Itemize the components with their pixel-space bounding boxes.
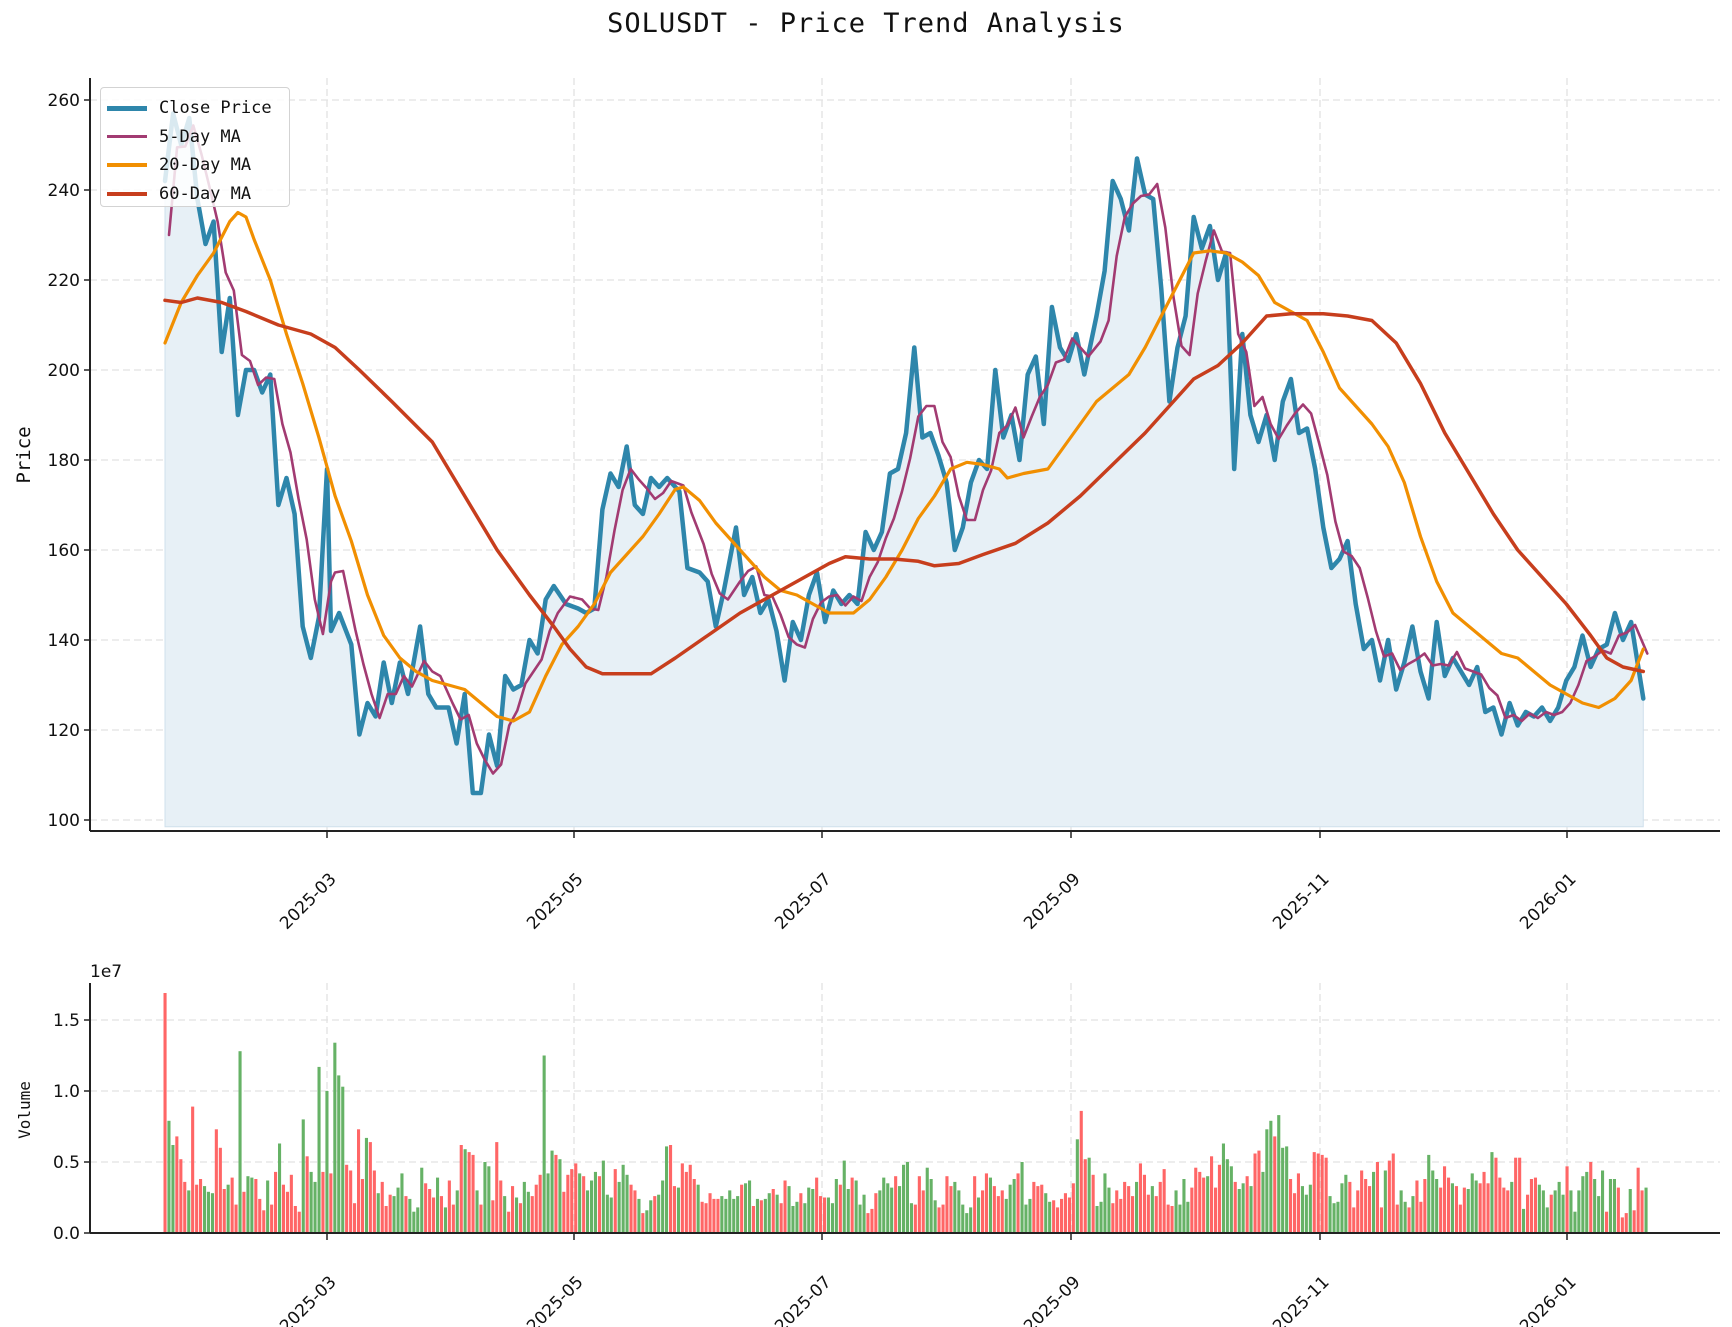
xtick-label: 2025-05 bbox=[523, 1272, 587, 1327]
legend-item-close: Close Price bbox=[107, 94, 289, 123]
volume-ytick-label: 1.0 bbox=[53, 1082, 80, 1102]
xtick-label: 2026-01 bbox=[1516, 869, 1580, 933]
legend-label: 5-Day MA bbox=[159, 126, 241, 147]
legend-item-ma20: 20-Day MA bbox=[107, 151, 289, 180]
legend-label: 20-Day MA bbox=[159, 155, 252, 176]
chart-title: SOLUSDT - Price Trend Analysis bbox=[607, 8, 1125, 39]
volume-ytick-label: 0.0 bbox=[53, 1224, 80, 1244]
xtick-label: 2025-07 bbox=[771, 869, 835, 933]
ma60-line-swatch-icon bbox=[107, 191, 147, 196]
price-ytick-label: 140 bbox=[48, 631, 80, 651]
price-ytick-label: 160 bbox=[48, 541, 80, 561]
xtick-label: 2025-09 bbox=[1020, 1272, 1084, 1327]
price-ytick-label: 180 bbox=[48, 451, 80, 471]
ma5-line-swatch-icon bbox=[107, 135, 147, 139]
legend: Close Price 5-Day MA 20-Day MA 60-Day MA bbox=[100, 87, 290, 207]
xtick-label: 2025-11 bbox=[1269, 869, 1333, 933]
xtick-label: 2025-11 bbox=[1269, 1272, 1333, 1327]
price-ytick-label: 220 bbox=[48, 271, 80, 291]
price-ytick-label: 200 bbox=[48, 361, 80, 381]
price-ytick-label: 240 bbox=[48, 181, 80, 201]
price-ytick-label: 260 bbox=[48, 91, 80, 111]
legend-item-ma60: 60-Day MA bbox=[107, 180, 289, 209]
xtick-label: 2025-07 bbox=[771, 1272, 835, 1327]
price-ytick-label: 120 bbox=[48, 721, 80, 741]
volume-axis-label: Volume bbox=[15, 1081, 34, 1139]
legend-label: Close Price bbox=[159, 98, 272, 119]
xtick-label: 2025-05 bbox=[523, 869, 587, 933]
volume-ytick-label: 0.5 bbox=[53, 1153, 80, 1173]
legend-item-ma5: 5-Day MA bbox=[107, 123, 289, 152]
volume-offset-label: 1e7 bbox=[90, 962, 122, 982]
ma20-line-swatch-icon bbox=[107, 163, 147, 168]
xtick-label: 2025-09 bbox=[1020, 869, 1084, 933]
xtick-label: 2026-01 bbox=[1516, 1272, 1580, 1327]
xtick-label: 2025-03 bbox=[276, 869, 340, 933]
xtick-label: 2025-03 bbox=[276, 1272, 340, 1327]
price-axis-label: Price bbox=[13, 426, 35, 483]
legend-label: 60-Day MA bbox=[159, 183, 252, 204]
close-price-line-swatch-icon bbox=[107, 105, 147, 111]
price-ytick-label: 100 bbox=[48, 811, 80, 831]
volume-ytick-label: 1.5 bbox=[53, 1011, 80, 1031]
